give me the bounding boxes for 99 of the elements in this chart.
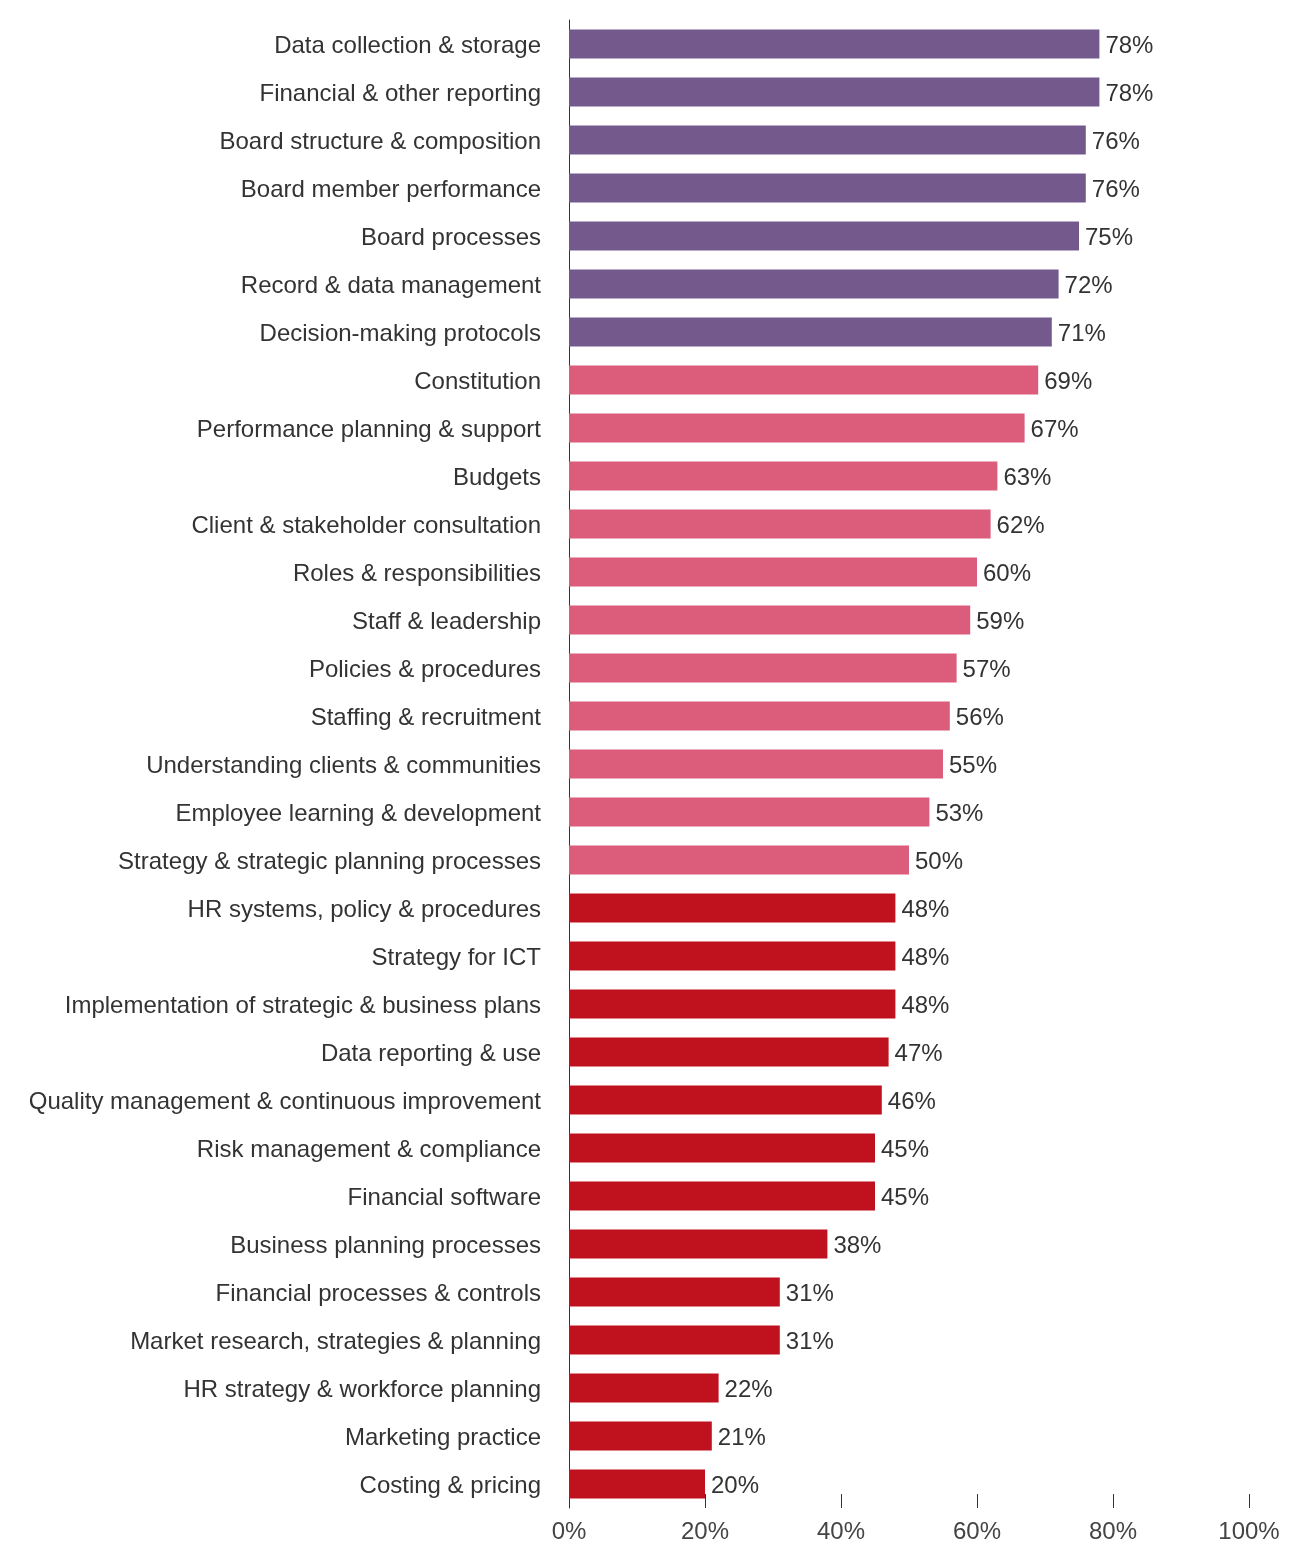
data-label: 67% <box>1030 414 1079 442</box>
data-label: 56% <box>955 702 1004 730</box>
x-tick-label: 60% <box>952 1516 1002 1544</box>
data-label: 48% <box>901 894 950 922</box>
y-tick-label: Data reporting & use <box>320 1038 541 1066</box>
bar <box>569 1229 828 1259</box>
y-tick-label: Budgets <box>452 462 541 490</box>
data-label: 31% <box>785 1278 834 1306</box>
bar <box>569 701 950 731</box>
data-label: 48% <box>901 942 950 970</box>
bar <box>569 1085 882 1115</box>
bar <box>569 317 1052 347</box>
bar <box>569 1421 712 1451</box>
data-label: 76% <box>1091 174 1140 202</box>
y-tick-label: Marketing practice <box>344 1422 541 1450</box>
bar <box>569 221 1079 251</box>
x-tick-label: 20% <box>680 1516 730 1544</box>
bar <box>569 605 971 635</box>
bar <box>569 1133 875 1163</box>
data-label: 38% <box>833 1230 882 1258</box>
data-label: 20% <box>711 1470 760 1498</box>
y-tick-label: Client & stakeholder consultation <box>191 510 541 538</box>
bar <box>569 1181 875 1211</box>
y-tick-label: Staff & leadership <box>351 606 541 634</box>
y-tick-label: Record & data management <box>240 270 542 298</box>
data-label: 46% <box>887 1086 936 1114</box>
bar <box>569 1037 889 1067</box>
y-tick-label: Strategy for ICT <box>371 942 542 970</box>
y-tick-label: Market research, strategies & planning <box>130 1326 541 1354</box>
x-tick-label: 80% <box>1088 1516 1138 1544</box>
bar <box>569 269 1059 299</box>
data-label: 62% <box>996 510 1045 538</box>
y-tick-label: Constitution <box>414 366 541 394</box>
data-label: 47% <box>894 1038 943 1066</box>
bar <box>569 989 896 1019</box>
y-tick-label: Implementation of strategic & business plans <box>64 990 541 1018</box>
bar <box>569 797 930 827</box>
y-tick-label: Risk management & compliance <box>196 1134 541 1162</box>
y-tick-label: Board member performance <box>240 174 541 202</box>
data-label: 50% <box>915 846 964 874</box>
y-tick-label: Policies & procedures <box>308 654 541 682</box>
data-label: 76% <box>1091 126 1140 154</box>
data-label: 69% <box>1044 366 1093 394</box>
bar <box>569 893 896 923</box>
y-tick-label: Financial processes & controls <box>215 1278 541 1306</box>
data-label: 78% <box>1105 78 1154 106</box>
bar <box>569 125 1086 155</box>
data-label: 55% <box>949 750 998 778</box>
data-label: 57% <box>962 654 1011 682</box>
y-tick-label: Costing & pricing <box>359 1470 541 1498</box>
bar <box>569 413 1025 443</box>
x-tick-label: 40% <box>816 1516 866 1544</box>
bar <box>569 1469 705 1499</box>
x-tick-label: 0% <box>551 1516 587 1544</box>
data-label: 72% <box>1064 270 1113 298</box>
y-tick-label: Data collection & storage <box>274 30 541 58</box>
data-label: 48% <box>901 990 950 1018</box>
data-label: 45% <box>881 1182 930 1210</box>
bar <box>569 845 909 875</box>
y-tick-label: Board structure & composition <box>219 126 541 154</box>
bar <box>569 1325 780 1355</box>
y-tick-label: Financial software <box>347 1182 541 1210</box>
bar <box>569 653 957 683</box>
bar <box>569 509 991 539</box>
data-label: 21% <box>717 1422 766 1450</box>
y-tick-label: Roles & responsibilities <box>292 558 541 586</box>
data-label: 60% <box>983 558 1032 586</box>
data-label: 78% <box>1105 30 1154 58</box>
data-label: 71% <box>1057 318 1106 346</box>
bar <box>569 1277 780 1307</box>
bar <box>569 29 1100 59</box>
bar <box>569 941 896 971</box>
y-tick-label: Performance planning & support <box>196 414 542 442</box>
data-label: 45% <box>881 1134 930 1162</box>
data-label: 31% <box>785 1326 834 1354</box>
bar <box>569 461 998 491</box>
bar <box>569 1373 719 1403</box>
bar <box>569 77 1100 107</box>
data-label: 22% <box>724 1374 773 1402</box>
data-label: 63% <box>1003 462 1052 490</box>
data-label: 59% <box>976 606 1025 634</box>
data-label: 75% <box>1085 222 1134 250</box>
y-tick-label: Financial & other reporting <box>259 78 541 106</box>
y-tick-label: Board processes <box>360 222 541 250</box>
bar <box>569 557 977 587</box>
x-tick-label: 100% <box>1218 1516 1280 1544</box>
bar <box>569 173 1086 203</box>
y-tick-label: HR strategy & workforce planning <box>183 1374 541 1402</box>
y-tick-label: Business planning processes <box>230 1230 541 1258</box>
y-tick-label: Decision-making protocols <box>259 318 541 346</box>
data-label: 53% <box>935 798 984 826</box>
y-tick-label: HR systems, policy & procedures <box>187 894 541 922</box>
bar <box>569 365 1039 395</box>
bar <box>569 749 943 779</box>
y-tick-label: Employee learning & development <box>175 798 542 826</box>
y-tick-label: Strategy & strategic planning processes <box>118 846 541 874</box>
y-tick-label: Understanding clients & communities <box>146 750 541 778</box>
y-tick-label: Staffing & recruitment <box>310 702 542 730</box>
y-tick-label: Quality management & continuous improvement <box>28 1086 542 1114</box>
